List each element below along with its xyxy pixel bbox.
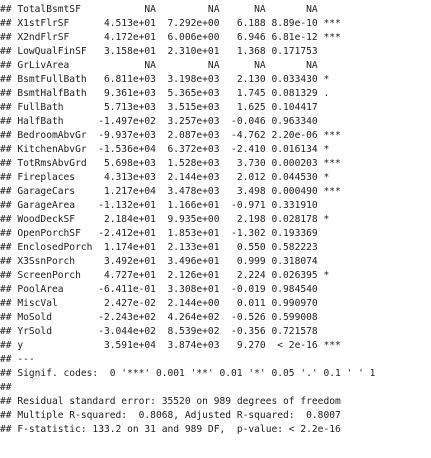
coef-row-totalbsmtsf: ## TotalBsmtSF NA NA NA NA bbox=[0, 4, 318, 15]
separator-line: ## --- bbox=[0, 354, 35, 365]
coef-row-openporchsf: ## OpenPorchSF -2.412e+01 1.853e+01 -1.3… bbox=[0, 228, 318, 239]
signif-codes-line: ## Signif. codes: 0 '***' 0.001 '**' 0.0… bbox=[0, 368, 376, 379]
coef-row-x1stflrsf: ## X1stFlrSF 4.513e+01 7.292e+00 6.188 8… bbox=[0, 18, 341, 29]
blank-comment-line: ## bbox=[0, 382, 12, 393]
coef-row-totrmsabvgrd: ## TotRmsAbvGrd 5.698e+03 1.528e+03 3.73… bbox=[0, 158, 341, 169]
coef-row-wooddecksf: ## WoodDeckSF 2.184e+01 9.935e+00 2.198 … bbox=[0, 214, 330, 225]
coef-row-kitchenabvgr: ## KitchenAbvGr -1.536e+04 6.372e+03 -2.… bbox=[0, 144, 330, 155]
coef-row-x2ndflrsf: ## X2ndFlrSF 4.172e+01 6.006e+00 6.946 6… bbox=[0, 32, 341, 43]
coef-row-screenporch: ## ScreenPorch 4.727e+01 2.126e+01 2.224… bbox=[0, 270, 330, 281]
coef-row-enclosedporch: ## EnclosedPorch 1.174e+01 2.133e+01 0.5… bbox=[0, 242, 318, 253]
coef-row-miscval: ## MiscVal 2.427e-02 2.144e+00 0.011 0.9… bbox=[0, 298, 318, 309]
coef-row-bsmthalfbath: ## BsmtHalfBath 9.361e+03 5.365e+03 1.74… bbox=[0, 88, 330, 99]
coef-row-poolarea: ## PoolArea -6.411e-01 3.308e+01 -0.019 … bbox=[0, 284, 318, 295]
coef-row-mosold: ## MoSold -2.243e+02 4.264e+02 -0.526 0.… bbox=[0, 312, 318, 323]
coef-row-halfbath: ## HalfBath -1.497e+02 3.257e+03 -0.046 … bbox=[0, 116, 318, 127]
coef-row-garagecars: ## GarageCars 1.217e+04 3.478e+03 3.498 … bbox=[0, 186, 341, 197]
coef-row-y: ## y 3.591e+04 3.874e+03 9.270 < 2e-16 *… bbox=[0, 340, 341, 351]
coef-row-bsmtfullbath: ## BsmtFullBath 6.811e+03 3.198e+03 2.13… bbox=[0, 74, 330, 85]
coef-row-fullbath: ## FullBath 5.713e+03 3.515e+03 1.625 0.… bbox=[0, 102, 318, 113]
r-squared-line: ## Multiple R-squared: 0.8068, Adjusted … bbox=[0, 410, 341, 421]
r-console-output: ## TotalBsmtSF NA NA NA NA ## X1stFlrSF 4… bbox=[0, 3, 431, 437]
coef-row-lowqualfinsf: ## LowQualFinSF 3.158e+01 2.310e+01 1.36… bbox=[0, 46, 318, 57]
coef-row-x3ssnporch: ## X3SsnPorch 3.492e+01 3.496e+01 0.999 … bbox=[0, 256, 318, 267]
coef-row-garagearea: ## GarageArea -1.132e+01 1.166e+01 -0.97… bbox=[0, 200, 318, 211]
coef-row-yrsold: ## YrSold -3.044e+02 8.539e+02 -0.356 0.… bbox=[0, 326, 318, 337]
residual-std-error-line: ## Residual standard error: 35520 on 989… bbox=[0, 396, 341, 407]
f-statistic-line: ## F-statistic: 133.2 on 31 and 989 DF, … bbox=[0, 424, 341, 435]
coef-row-grlivarea: ## GrLivArea NA NA NA NA bbox=[0, 60, 318, 71]
coef-row-bedroomabvgr: ## BedroomAbvGr -9.937e+03 2.087e+03 -4.… bbox=[0, 130, 341, 141]
coef-row-fireplaces: ## Fireplaces 4.313e+03 2.144e+03 2.012 … bbox=[0, 172, 330, 183]
